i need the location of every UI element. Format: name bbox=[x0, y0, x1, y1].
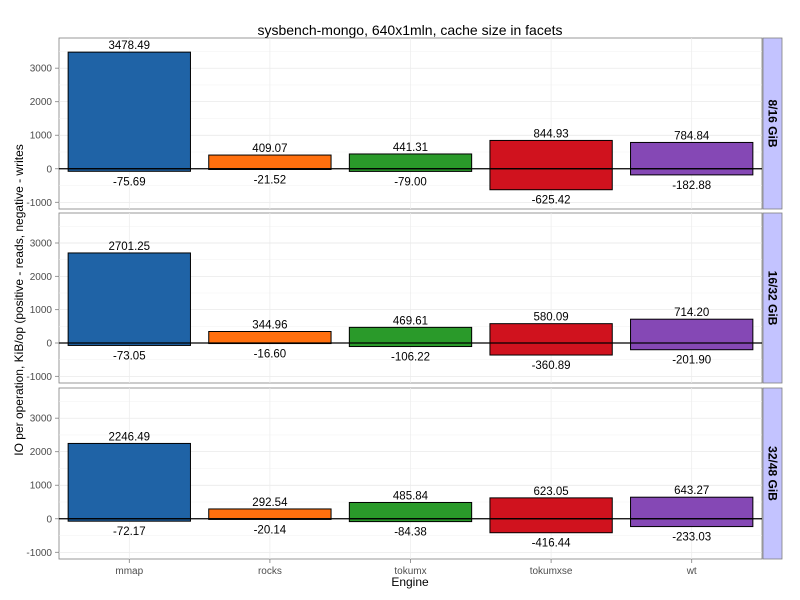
read-value-label: 469.61 bbox=[393, 315, 428, 327]
y-tick-label: 3000 bbox=[30, 64, 53, 75]
write-value-label: -360.89 bbox=[532, 360, 571, 372]
y-tick-label: 0 bbox=[46, 339, 52, 350]
y-tick-label: 1000 bbox=[30, 481, 53, 492]
y-tick-label: -1000 bbox=[26, 198, 52, 209]
y-tick-label: 1000 bbox=[30, 305, 53, 316]
read-value-label: 409.07 bbox=[252, 143, 287, 155]
read-value-label: 580.09 bbox=[534, 312, 569, 324]
bar-write bbox=[630, 168, 754, 176]
write-value-label: -201.90 bbox=[672, 355, 711, 367]
x-tick-label: rocks bbox=[258, 566, 282, 577]
bar-read bbox=[348, 501, 473, 520]
write-value-label: -106.22 bbox=[391, 352, 430, 364]
bar-read bbox=[208, 331, 332, 344]
bar-read bbox=[630, 496, 754, 520]
write-value-label: -625.42 bbox=[532, 195, 571, 207]
facet-panels: -1000 0 1000 2000 3000 3478.49 -75.69 409.07 -21… bbox=[26, 37, 783, 577]
x-tick-label: tokumxse bbox=[530, 566, 573, 577]
facet-strip-label: 16/32 GiB bbox=[766, 271, 780, 326]
y-tick-label: 2000 bbox=[30, 272, 53, 283]
x-axis-label: Engine bbox=[391, 575, 429, 589]
write-value-label: -16.60 bbox=[254, 349, 287, 361]
bar-read bbox=[67, 51, 191, 170]
write-value-label: -233.03 bbox=[672, 532, 711, 544]
write-value-label: -20.14 bbox=[254, 524, 287, 536]
x-tick-label: wt bbox=[686, 566, 697, 577]
y-tick-label: -1000 bbox=[26, 372, 52, 383]
bar-read bbox=[489, 497, 613, 520]
bar-write bbox=[489, 342, 613, 356]
read-value-label: 643.27 bbox=[674, 485, 709, 497]
bar-write bbox=[630, 342, 754, 351]
y-tick-label: 3000 bbox=[30, 239, 53, 250]
bar-read bbox=[348, 153, 473, 170]
facet-strip bbox=[762, 212, 783, 384]
read-value-label: 344.96 bbox=[252, 320, 287, 332]
bar-read bbox=[208, 154, 332, 170]
bar-write bbox=[630, 518, 754, 528]
write-value-label: -84.38 bbox=[394, 527, 427, 539]
bar-write bbox=[489, 518, 613, 534]
read-value-label: 784.84 bbox=[674, 130, 710, 142]
facet-panel: -1000 0 1000 2000 3000 2701.25 -73.05 344.96 -16… bbox=[26, 212, 783, 384]
write-value-label: -79.00 bbox=[394, 176, 427, 188]
y-axis-label: IO per operation, KiB/op (positive - rea… bbox=[12, 144, 26, 455]
read-value-label: 3478.49 bbox=[109, 40, 151, 52]
read-value-label: 2246.49 bbox=[109, 431, 151, 443]
bar-read bbox=[67, 252, 191, 344]
x-tick-label: mmap bbox=[115, 566, 143, 577]
x-tick-label: tokumx bbox=[394, 566, 426, 577]
x-axis: mmap rocks tokumx tokumxse wt bbox=[115, 559, 697, 577]
bar-read bbox=[67, 442, 191, 520]
facet-strip-label: 32/48 GiB bbox=[766, 446, 780, 501]
read-value-label: 844.93 bbox=[534, 128, 569, 140]
facet-panel: -1000 0 1000 2000 3000 2246.49 -72.17 292.54 -20… bbox=[26, 387, 783, 560]
y-tick-label: 0 bbox=[46, 514, 52, 525]
write-value-label: -21.52 bbox=[254, 174, 287, 186]
read-value-label: 441.31 bbox=[393, 142, 428, 154]
bar-write bbox=[489, 168, 613, 191]
bar-read bbox=[630, 318, 754, 344]
bar-read bbox=[630, 141, 754, 170]
read-value-label: 292.54 bbox=[252, 497, 288, 509]
bar-read bbox=[489, 323, 613, 344]
y-tick-label: 1000 bbox=[30, 131, 53, 142]
y-tick-label: -1000 bbox=[26, 548, 52, 559]
facet-strip-label: 8/16 GiB bbox=[766, 99, 780, 147]
bar-read bbox=[489, 139, 613, 170]
write-value-label: -416.44 bbox=[532, 538, 572, 550]
read-value-label: 485.84 bbox=[393, 490, 429, 502]
write-value-label: -72.17 bbox=[113, 526, 146, 538]
bar-read bbox=[208, 508, 332, 520]
read-value-label: 714.20 bbox=[674, 307, 709, 319]
y-tick-label: 0 bbox=[46, 164, 52, 175]
y-tick-label: 2000 bbox=[30, 447, 53, 458]
y-tick-label: 2000 bbox=[30, 97, 53, 108]
facet-strip bbox=[762, 37, 783, 210]
chart-title: sysbench-mongo, 640x1mln, cache size in … bbox=[257, 22, 562, 38]
y-tick-label: 3000 bbox=[30, 414, 53, 425]
write-value-label: -182.88 bbox=[672, 180, 711, 192]
read-value-label: 2701.25 bbox=[109, 241, 151, 253]
write-value-label: -73.05 bbox=[113, 350, 146, 362]
write-value-label: -75.69 bbox=[113, 176, 146, 188]
read-value-label: 623.05 bbox=[534, 486, 569, 498]
facet-panel: -1000 0 1000 2000 3000 3478.49 -75.69 409.07 -21… bbox=[26, 37, 783, 210]
bar-read bbox=[348, 326, 473, 344]
facet-strip bbox=[762, 387, 783, 560]
